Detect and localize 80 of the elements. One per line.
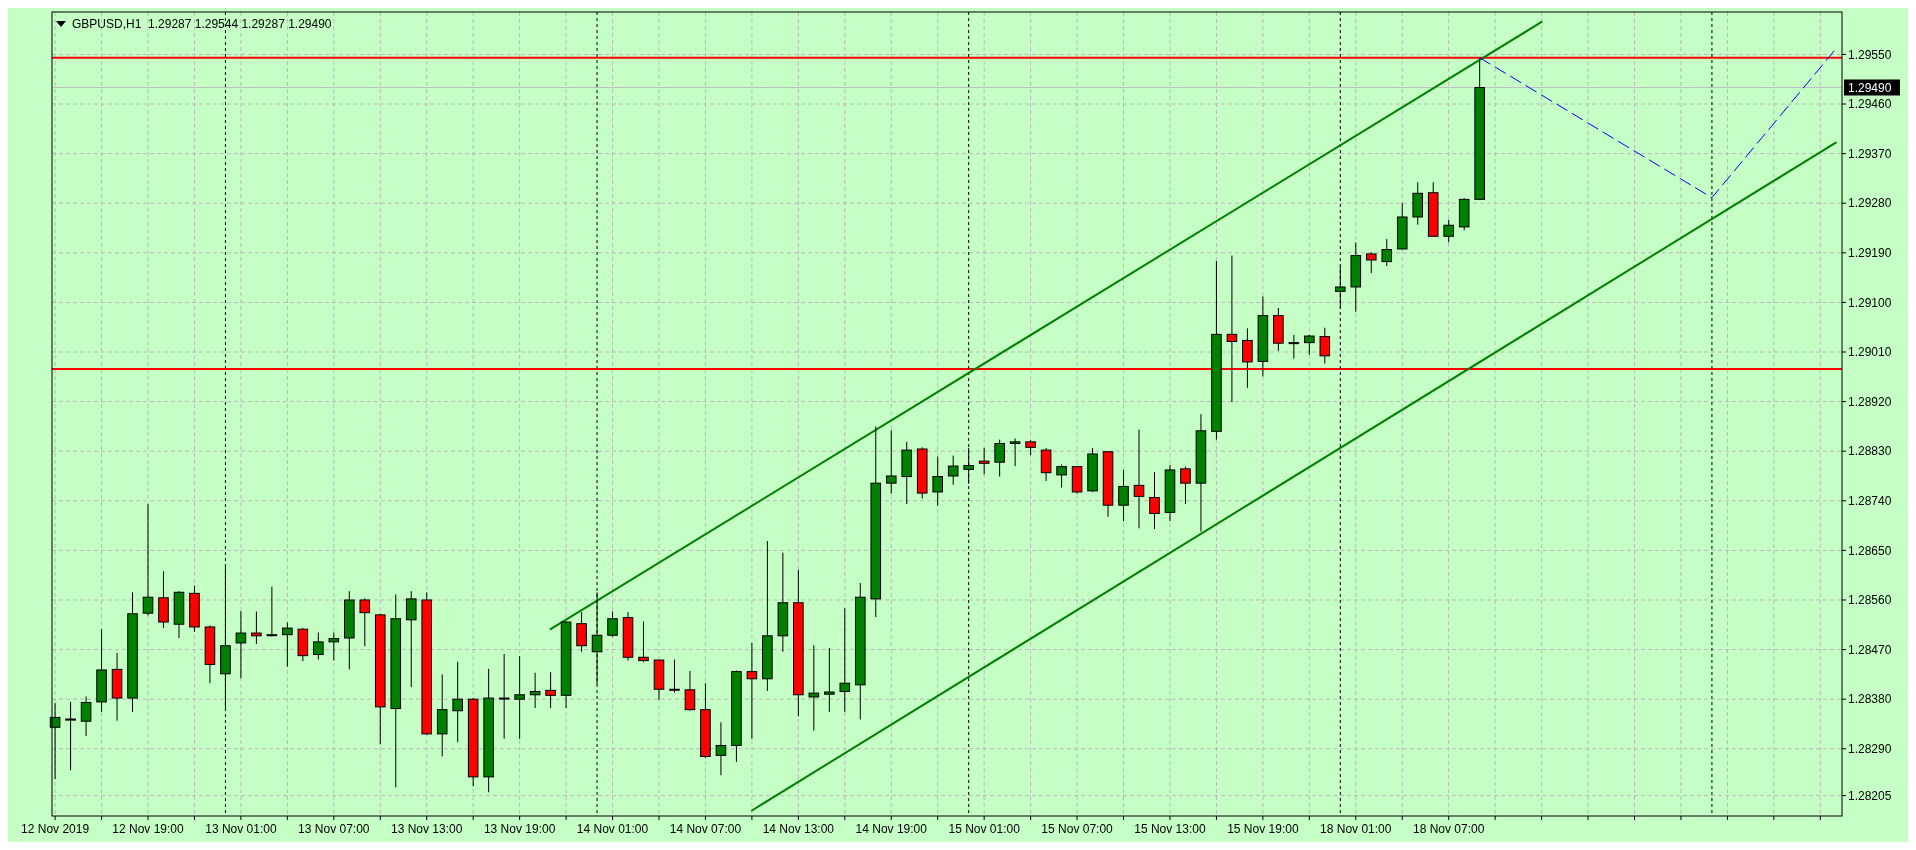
candlestick — [251, 611, 262, 645]
candlestick — [1443, 219, 1454, 243]
y-tick-label: 1.29100 — [1848, 295, 1892, 310]
y-tick-label: 1.28290 — [1848, 741, 1892, 756]
candlestick — [1149, 471, 1160, 530]
candlestick — [545, 671, 556, 709]
candlestick — [514, 655, 525, 740]
candlestick — [313, 632, 324, 660]
y-tick-label: 1.29280 — [1848, 196, 1892, 211]
x-tick-label: 14 Nov 13:00 — [762, 822, 835, 836]
x-tick-label: 13 Nov 19:00 — [483, 822, 556, 836]
y-tick-label: 1.29010 — [1848, 345, 1892, 360]
candlestick — [824, 647, 835, 713]
candlestick — [1335, 265, 1346, 309]
candlestick — [947, 455, 959, 486]
x-tick-label: 14 Nov 01:00 — [576, 822, 649, 836]
candlestick — [839, 607, 851, 713]
chart-title: GBPUSD,H1 1.29287 1.29544 1.29287 1.29490 — [72, 17, 332, 31]
candlestick — [65, 701, 76, 771]
candlestick — [529, 672, 541, 709]
x-tick-label: 15 Nov 07:00 — [1041, 822, 1114, 836]
candlestick — [978, 447, 990, 475]
y-tick-label: 1.28470 — [1848, 642, 1892, 657]
x-tick-label: 15 Nov 19:00 — [1227, 822, 1299, 836]
candlestick — [1365, 251, 1377, 274]
x-tick-label: 15 Nov 13:00 — [1134, 822, 1206, 836]
candlestick — [746, 642, 758, 740]
candlestick — [1056, 463, 1067, 489]
x-tick-label: 13 Nov 01:00 — [205, 822, 277, 836]
candlestick — [282, 622, 293, 668]
candlestick — [266, 586, 278, 637]
candlestick — [1288, 334, 1300, 360]
candlestick — [1319, 327, 1331, 365]
y-tick-label: 1.29460 — [1848, 97, 1892, 112]
candlestick — [885, 429, 897, 495]
candlestick — [142, 503, 154, 616]
y-tick-label: 1.29370 — [1848, 146, 1892, 161]
y-tick-label: 1.29550 — [1848, 47, 1892, 62]
y-tick-label: 1.29190 — [1848, 246, 1892, 261]
x-tick-label: 12 Nov 2019 — [21, 822, 90, 836]
candlestick — [405, 590, 417, 688]
x-tick-label: 13 Nov 07:00 — [298, 822, 370, 836]
x-tick-label: 18 Nov 07:00 — [1413, 822, 1485, 836]
candlestick — [684, 670, 696, 712]
candlestick — [963, 447, 974, 485]
candlestick — [1040, 447, 1052, 482]
candlestick — [1381, 238, 1393, 267]
candlestick — [669, 659, 680, 694]
candlestick — [1009, 438, 1021, 467]
candlestick — [1133, 429, 1145, 529]
x-tick-label: 18 Nov 01:00 — [1320, 822, 1392, 836]
candlestick — [607, 611, 618, 638]
x-tick-label: 14 Nov 07:00 — [669, 822, 742, 836]
y-tick-label: 1.28650 — [1848, 543, 1892, 558]
candlestick — [1180, 466, 1191, 505]
y-tick-label: 1.28380 — [1848, 692, 1892, 707]
x-tick-label: 15 Nov 01:00 — [948, 822, 1021, 836]
candlestick — [1118, 469, 1129, 522]
ref-line-label: 1.29490 — [1848, 80, 1892, 95]
candlestick — [80, 695, 92, 737]
candlestick — [1412, 181, 1424, 226]
x-tick-label: 13 Nov 13:00 — [391, 822, 463, 836]
candlestick — [452, 661, 463, 743]
candlestick — [328, 632, 340, 662]
candlestick — [235, 610, 247, 679]
candlestick — [715, 721, 727, 776]
y-tick-label: 1.28740 — [1848, 493, 1892, 508]
y-tick-label: 1.28560 — [1848, 593, 1892, 608]
candlestick — [932, 456, 944, 507]
candlestick — [359, 597, 371, 647]
x-tick-label: 12 Nov 19:00 — [112, 822, 185, 836]
candlestick — [994, 439, 1005, 478]
y-tick-label: 1.28920 — [1848, 394, 1892, 409]
x-tick-label: 14 Nov 19:00 — [855, 822, 928, 836]
candlestick — [808, 644, 820, 732]
candlestick — [638, 620, 649, 663]
y-tick-label: 1.28830 — [1848, 444, 1892, 459]
candlestick — [576, 611, 587, 653]
y-tick-label: 1.28205 — [1848, 788, 1892, 803]
candlestick — [498, 653, 510, 740]
